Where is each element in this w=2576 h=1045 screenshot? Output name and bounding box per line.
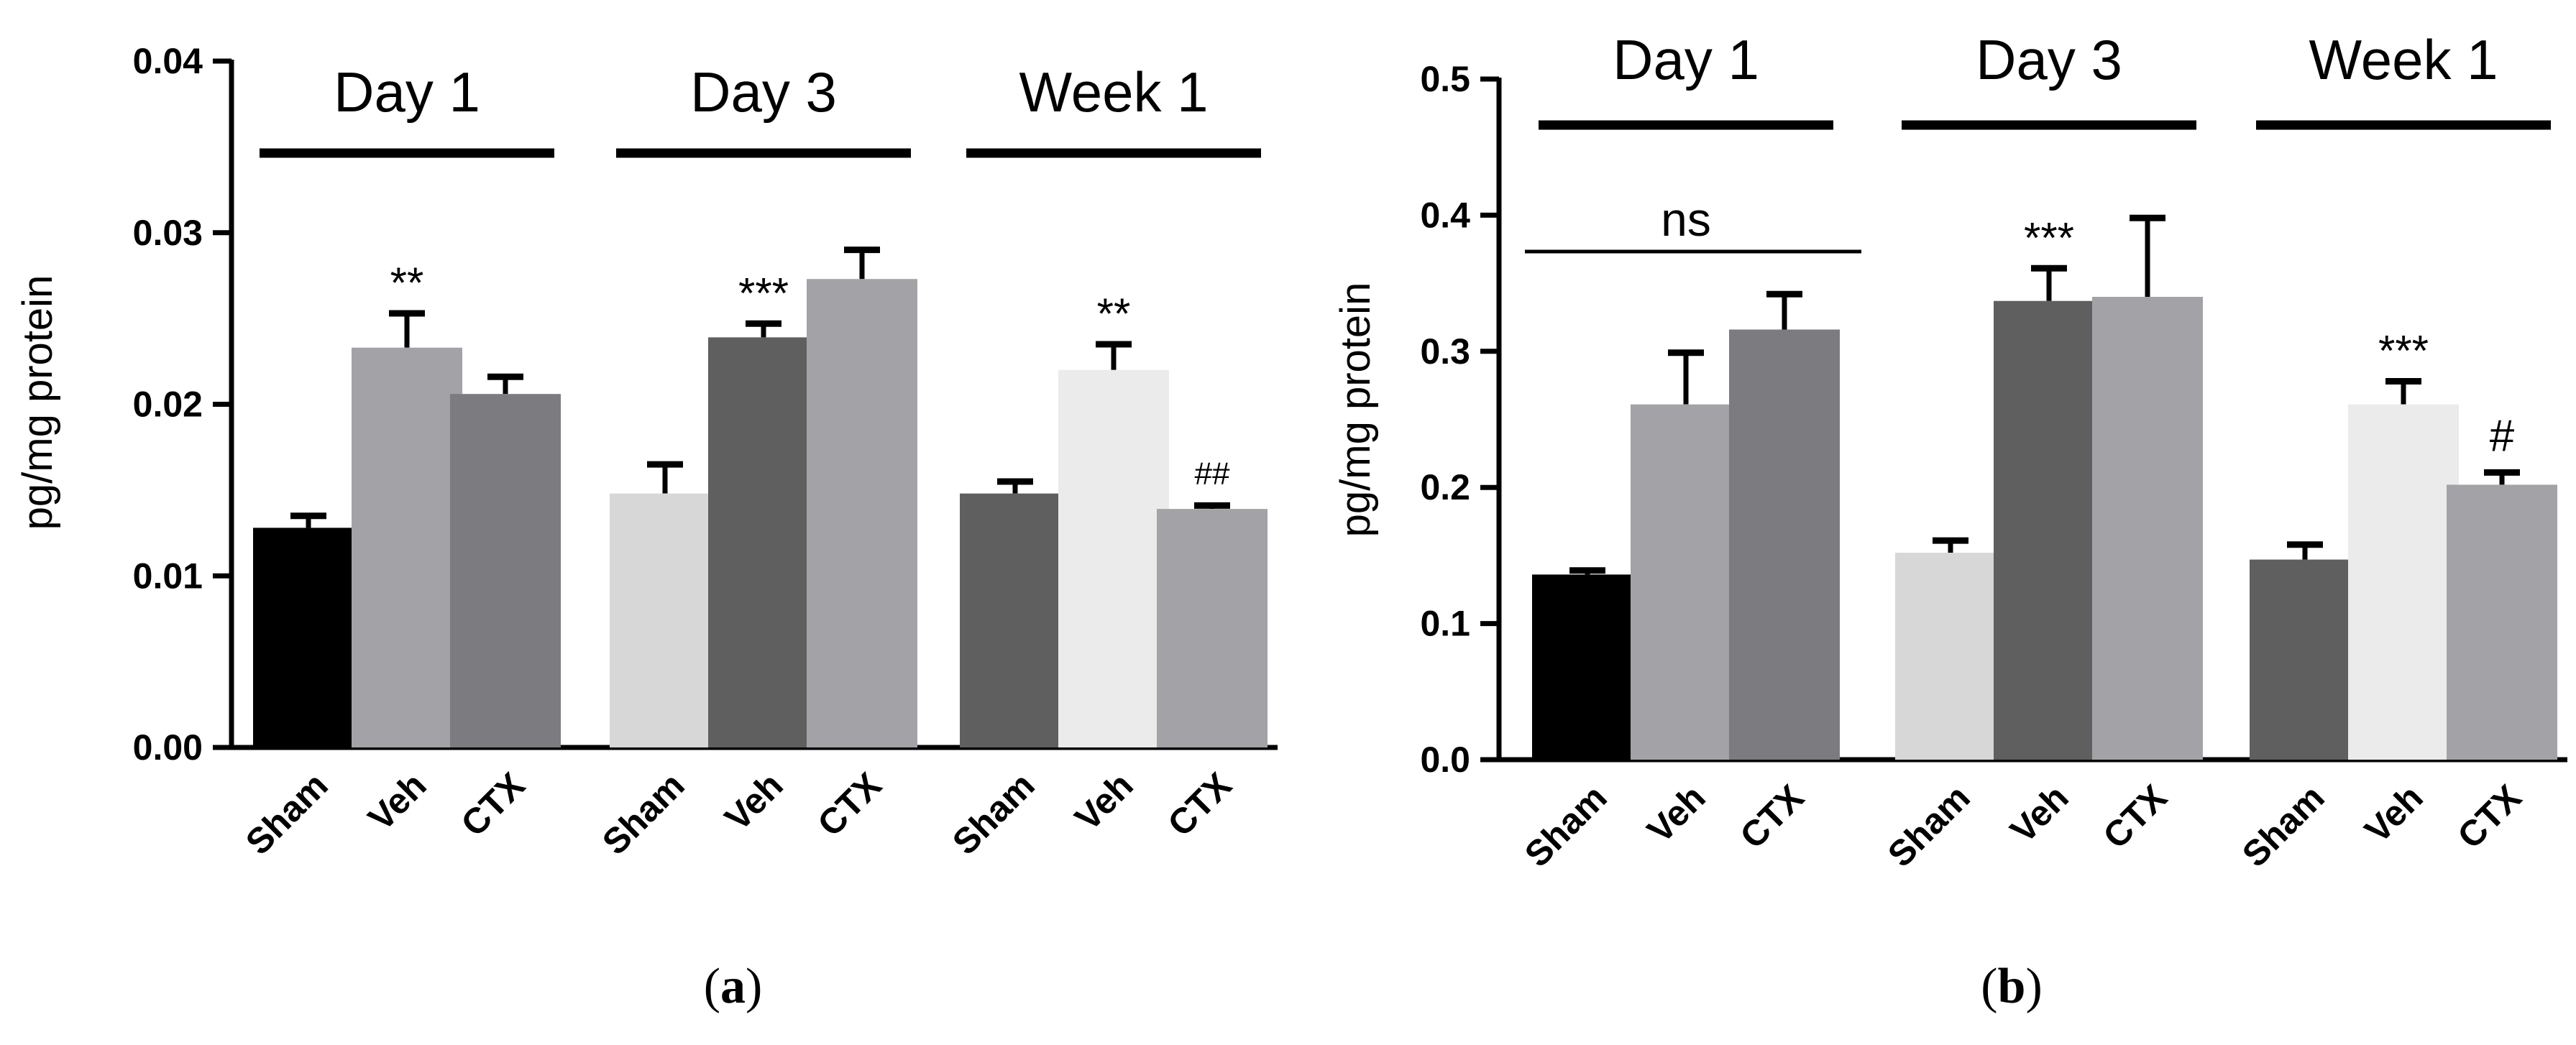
y-tick-label: 0.01 xyxy=(133,556,203,596)
bar xyxy=(2348,404,2459,760)
panel-label: (a) xyxy=(704,959,763,1014)
bar xyxy=(960,493,1071,747)
category-label: Veh xyxy=(2002,777,2076,850)
significance-label: ns xyxy=(1661,193,1711,246)
y-tick-label: 0.5 xyxy=(1420,59,1470,99)
chart-panel-b: 0.0 0.1 0.2 0.3 0.4 0.5 pg/mg protein Day 1 ns Sh… xyxy=(1332,28,2567,1014)
bar xyxy=(253,528,364,747)
category-label: Sham xyxy=(1880,777,1978,875)
y-tick-label: 0.03 xyxy=(133,213,203,253)
bar xyxy=(1994,300,2104,760)
y-tick-label: 0.0 xyxy=(1420,740,1470,780)
bar xyxy=(807,279,917,747)
category-label: Sham xyxy=(1517,777,1615,875)
category-label: Veh xyxy=(717,765,790,838)
bar-annotation: *** xyxy=(2378,326,2429,374)
y-axis-title: pg/mg protein xyxy=(14,275,61,530)
y-tick-label: 0.3 xyxy=(1420,331,1470,372)
bar xyxy=(1729,329,1840,760)
category-label: Veh xyxy=(1067,765,1140,838)
bar xyxy=(2092,297,2203,760)
category-label: Veh xyxy=(2357,777,2430,850)
y-tick-label: 0.00 xyxy=(133,727,203,768)
category-label: CTX xyxy=(2449,777,2529,856)
category-label: Veh xyxy=(360,765,434,838)
y-tick-label: 0.4 xyxy=(1420,195,1470,235)
category-label: CTX xyxy=(2095,777,2174,856)
bar xyxy=(2250,559,2360,760)
bar xyxy=(610,493,720,747)
category-label: Veh xyxy=(1639,777,1713,850)
bar xyxy=(708,337,819,747)
bar xyxy=(1895,553,2006,760)
group-title: Week 1 xyxy=(2309,28,2498,91)
category-label: CTX xyxy=(810,765,889,844)
bar-annotation: *** xyxy=(738,269,789,317)
bar xyxy=(1631,404,1741,760)
group-title: Day 1 xyxy=(1613,28,1759,91)
bar-annotation: ** xyxy=(1097,290,1131,338)
y-axis-title: pg/mg protein xyxy=(1332,282,1379,538)
y-tick-label: 0.2 xyxy=(1420,467,1470,507)
panel-label: (b) xyxy=(1981,959,2043,1014)
bar xyxy=(450,394,561,747)
group-title: Day 3 xyxy=(1976,28,2122,91)
chart-panel-a: 0.00 0.01 0.02 0.03 0.04 pg/mg protein Day 1 Sh… xyxy=(14,41,1278,1014)
bar-annotation: *** xyxy=(2024,213,2074,262)
y-tick-label: 0.02 xyxy=(133,385,203,425)
category-label: CTX xyxy=(1732,777,1811,856)
category-label: Sham xyxy=(2234,777,2332,875)
bar xyxy=(1157,509,1268,747)
y-tick-label: 0.04 xyxy=(133,41,203,81)
bar xyxy=(2447,484,2557,760)
bar xyxy=(352,347,462,747)
group-title: Day 3 xyxy=(690,60,837,124)
category-label: CTX xyxy=(1160,765,1239,844)
bar xyxy=(1532,574,1643,760)
category-label: Sham xyxy=(595,765,692,862)
group-title: Week 1 xyxy=(1019,60,1208,124)
bar xyxy=(1058,369,1169,747)
bar-annotation: # xyxy=(2490,411,2515,461)
bar-annotation: ** xyxy=(390,259,424,307)
category-label: Sham xyxy=(945,765,1042,862)
group-title: Day 1 xyxy=(334,60,480,124)
category-label: CTX xyxy=(453,765,532,844)
category-label: Sham xyxy=(238,765,336,862)
bar-annotation: ## xyxy=(1195,456,1230,491)
y-tick-label: 0.1 xyxy=(1420,604,1470,644)
